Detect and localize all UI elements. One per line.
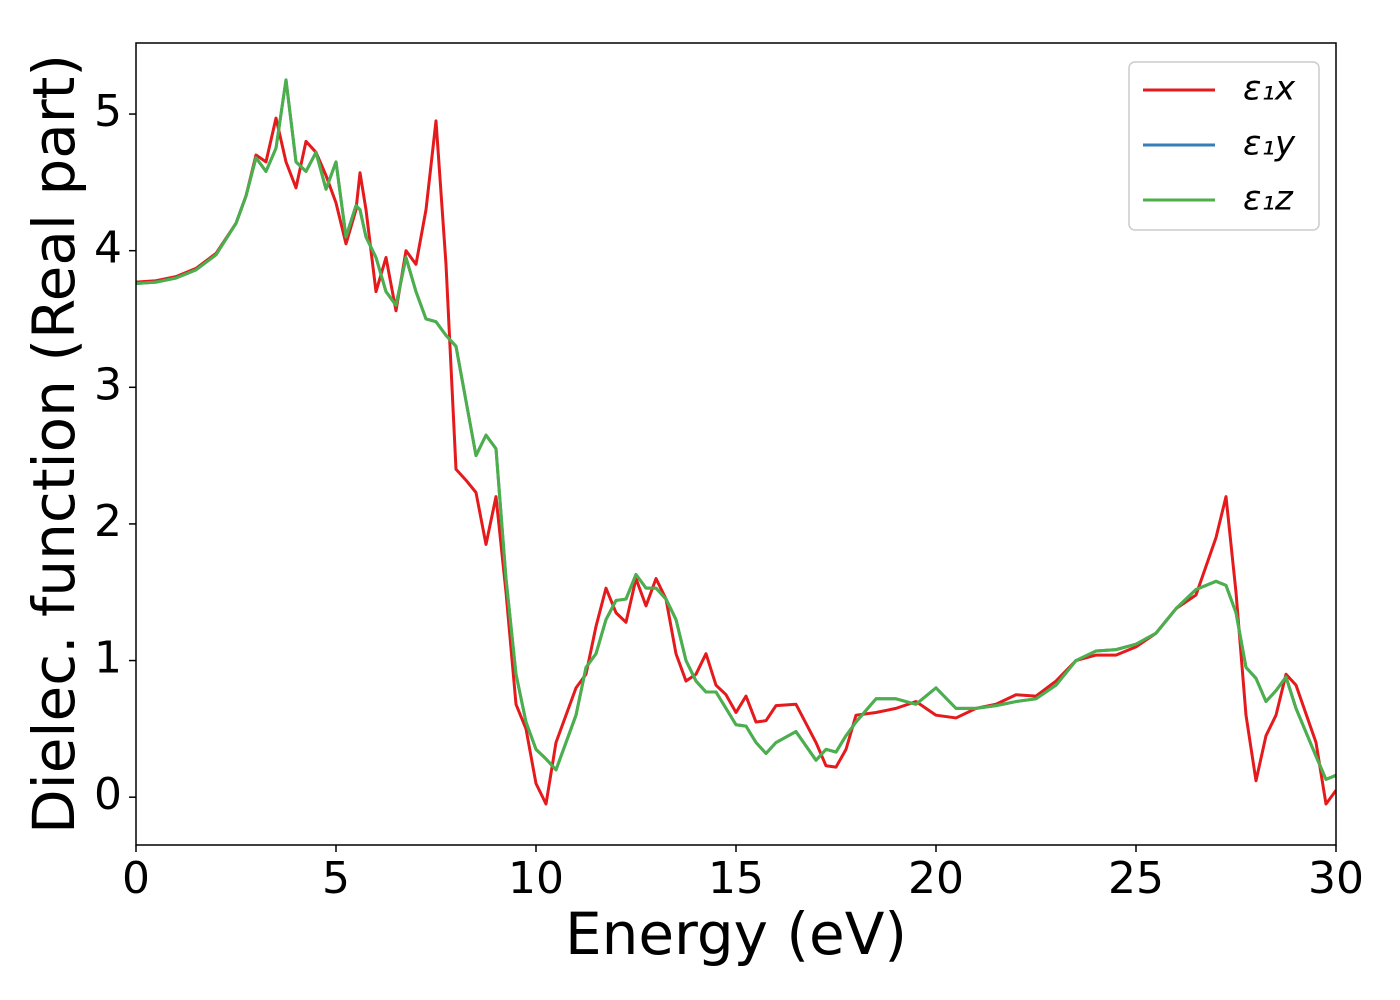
y-axis-label: Dielec. function (Real part) xyxy=(20,54,88,834)
y-tick-label: 5 xyxy=(94,86,122,137)
x-tick-label: 0 xyxy=(122,853,150,904)
x-tick-label: 15 xyxy=(708,853,764,904)
legend-box xyxy=(1128,61,1320,231)
x-tick-label: 30 xyxy=(1308,853,1364,904)
x-axis-label: Energy (eV) xyxy=(565,900,907,968)
legend-label: ε₁x xyxy=(1243,69,1296,109)
legend-label: ε₁y xyxy=(1243,124,1296,164)
x-tick-label: 25 xyxy=(1108,853,1164,904)
y-tick-label: 4 xyxy=(94,223,122,274)
legend-label: ε₁z xyxy=(1243,179,1294,219)
y-tick-label: 3 xyxy=(94,359,122,410)
x-tick-label: 5 xyxy=(322,853,350,904)
y-tick-label: 1 xyxy=(94,633,122,684)
plot-frame xyxy=(135,42,1337,846)
y-tick-label: 0 xyxy=(94,769,122,820)
series-line xyxy=(136,116,1336,806)
y-tick-label: 2 xyxy=(94,496,122,547)
x-tick-label: 20 xyxy=(908,853,964,904)
x-tick-label: 10 xyxy=(508,853,564,904)
series-line xyxy=(136,78,1336,781)
